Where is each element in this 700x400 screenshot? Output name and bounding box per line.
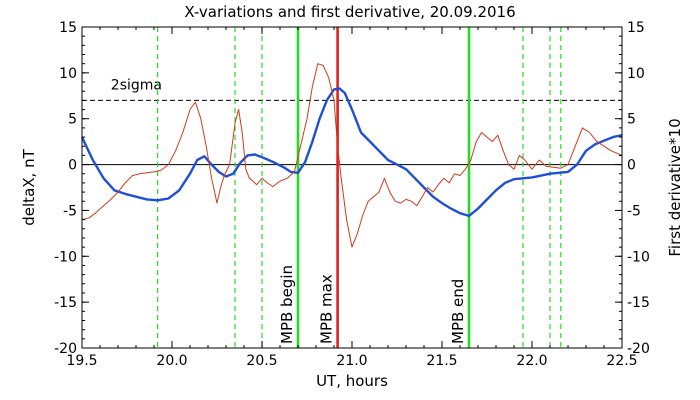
- plot-frame: [81, 26, 623, 349]
- x-axis-label: UT, hours: [316, 372, 388, 390]
- y-tick-label-left: -15: [54, 295, 77, 311]
- y-axis-label-right: First derivative*10: [666, 118, 684, 256]
- deltax-series-line: [80, 87, 623, 218]
- plot-area: 2sigma MPB begin MPB max MPB end 19.5 20.0 20.…: [54, 20, 650, 369]
- y-tick-label-right: 5: [627, 112, 636, 128]
- y-tick-label-right: -15: [627, 295, 650, 311]
- x-tick-label: 19.5: [66, 353, 97, 369]
- derivative-series-line: [81, 63, 623, 248]
- y-axis-label-left: deltaX, nT: [20, 148, 38, 225]
- vertical-marker-label: MPB end: [449, 279, 467, 344]
- x-tick-label: 20.0: [156, 353, 187, 369]
- x-tick-label: 21.5: [426, 353, 457, 369]
- y-tick-label-right: -20: [627, 341, 650, 357]
- y-tick-label-left: 5: [68, 112, 77, 128]
- x-tick-label: 22.5: [606, 353, 637, 369]
- y-tick-label-right: -5: [627, 203, 641, 219]
- x-tick-label: 22.0: [516, 353, 547, 369]
- y-tick-label-right: -10: [627, 249, 650, 265]
- x-tick-label: 21.0: [336, 353, 367, 369]
- vertical-marker-label: MPB max: [318, 274, 336, 344]
- y-tick-label-left: -10: [54, 249, 77, 265]
- y-tick-label-right: 10: [627, 66, 645, 82]
- y-tick-label-left: -5: [63, 203, 77, 219]
- y-tick-label-left: 10: [59, 66, 77, 82]
- y-tick-label-right: 15: [627, 20, 645, 36]
- y-tick-label-left: 0: [68, 158, 77, 174]
- vertical-marker-label: MPB begin: [278, 265, 296, 344]
- y-tick-label-left: 15: [59, 20, 77, 36]
- x-tick-label: 20.5: [246, 353, 277, 369]
- y-tick-label-right: 0: [627, 158, 636, 174]
- chart-title: X-variations and first derivative, 20.09…: [184, 3, 515, 21]
- threshold-label: 2sigma: [111, 77, 162, 93]
- y-tick-label-left: -20: [54, 341, 77, 357]
